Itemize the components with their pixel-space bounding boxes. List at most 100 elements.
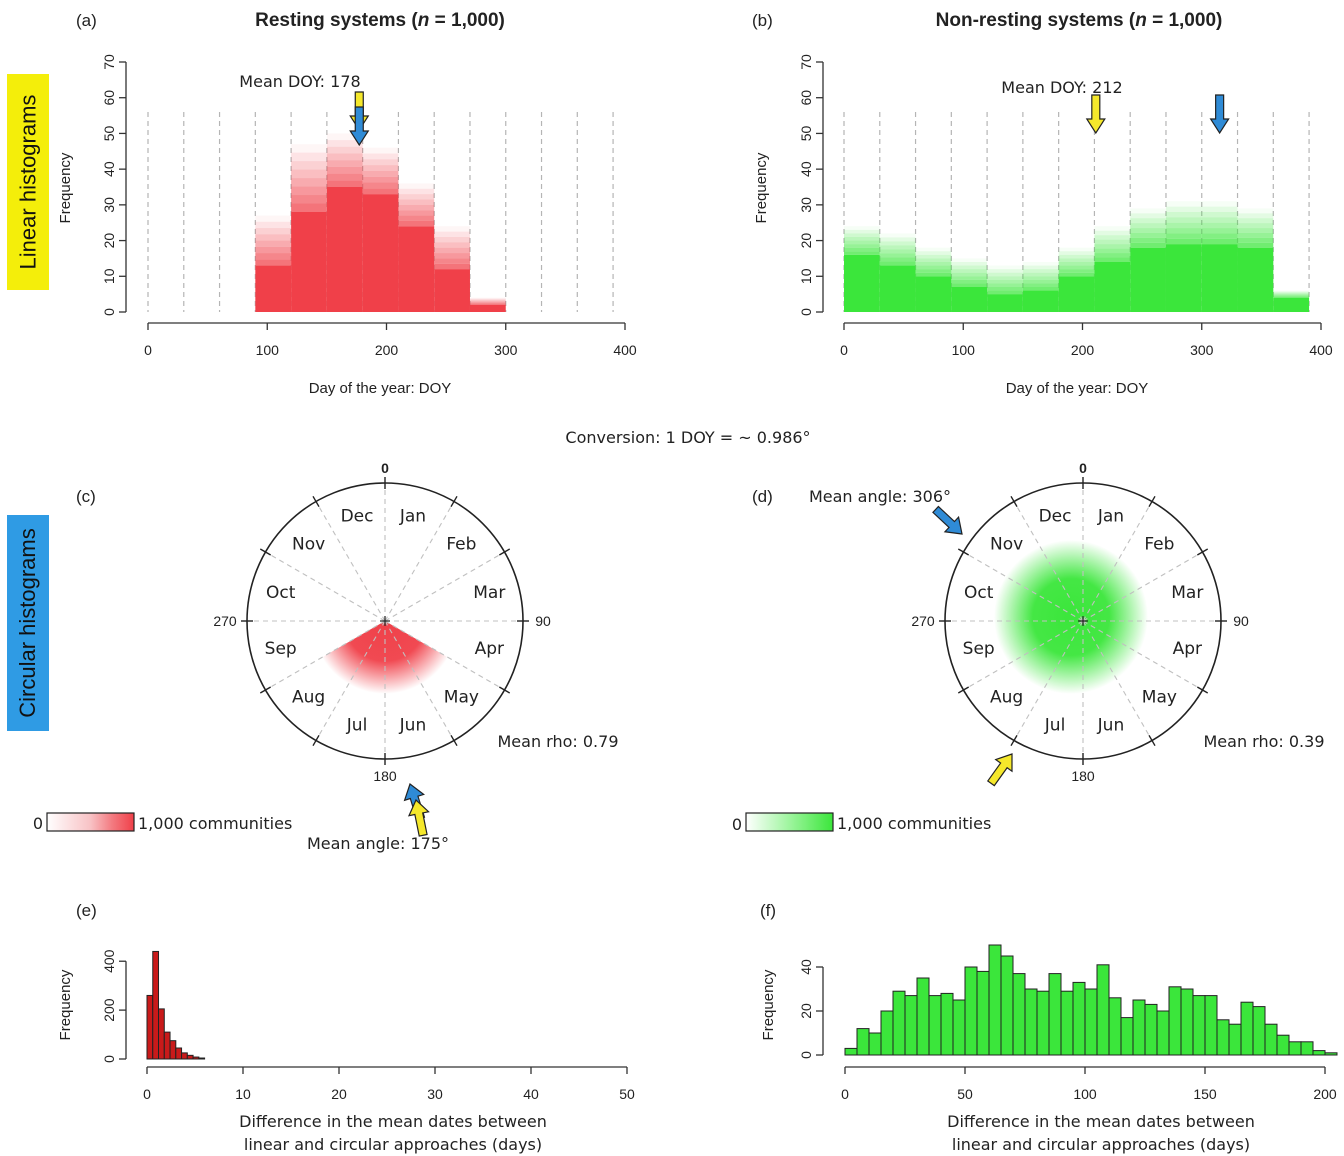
panel-a-y-tick-label-50: 50 xyxy=(101,125,117,141)
panel-b-bar-12-core xyxy=(1273,297,1310,312)
panel-a-bar-6-fade-6 xyxy=(469,298,506,300)
panel-a-bar-2-fade-6 xyxy=(326,140,363,147)
panel-d-radial-7 xyxy=(1013,620,1084,741)
panel-b-bar-2 xyxy=(915,247,952,312)
panel-e-x-tick-label-50: 50 xyxy=(619,1086,635,1102)
panel-a-bar-1 xyxy=(291,144,327,312)
panel-a-bar-1-fade-6 xyxy=(291,152,327,162)
panel-f-bar-24 xyxy=(1132,999,1146,1056)
panel-f-bar-5 xyxy=(904,995,918,1056)
panel-b-bar-12 xyxy=(1273,290,1310,312)
panel-c-tick-1 xyxy=(450,495,458,508)
panel-b-bar-11-fade-5 xyxy=(1237,218,1274,224)
panel-b-bar-4-fade-6 xyxy=(987,269,1023,273)
panel-b-bar-3-fade-6 xyxy=(951,262,988,266)
panel-b: (b) Non-resting systems (n = 1,000) 0 10 2… xyxy=(752,10,1333,397)
panel-b-bar-3-fade-1 xyxy=(951,279,988,284)
panel-b-bar-7-fade-3 xyxy=(1094,244,1131,249)
panel-c-angle-90: 90 xyxy=(535,613,551,629)
panel-b-bar-11-fade-7 xyxy=(1237,208,1274,214)
panel-a-y-tick-label-30: 30 xyxy=(101,197,117,213)
panel-b-ylabel: Frequency xyxy=(753,152,770,223)
panel-c-month-Jul: Jul xyxy=(346,715,368,735)
panel-b-bar-10-fade-0 xyxy=(1201,238,1238,245)
panel-b-bar-11-fade-1 xyxy=(1237,237,1274,243)
panel-b-bar-3-fade-3 xyxy=(951,272,988,277)
panel-a-bar-5-fade-3 xyxy=(434,247,470,254)
panel-b-bar-3-core xyxy=(951,287,988,312)
panel-b-bar-4-fade-3 xyxy=(987,279,1023,284)
panel-a-bar-3-core xyxy=(362,194,399,312)
panel-a-title-rest: = 1,000) xyxy=(429,10,505,31)
panel-b-bar-9-fade-5 xyxy=(1165,212,1202,218)
panel-a-bar-2-fade-7 xyxy=(326,133,363,141)
panel-d-circular-mean-arrow-shape xyxy=(932,505,963,535)
panel-f-bar-22 xyxy=(1108,997,1122,1056)
panel-b-bar-6-fade-0 xyxy=(1058,272,1095,277)
panel-b-bar-2-fade-6 xyxy=(915,251,952,255)
panel-b-bar-9-fade-7 xyxy=(1165,201,1202,207)
panel-f: (f) 0 20 40 0 50 100 150 200 Frequency Differen… xyxy=(760,901,1338,1154)
panel-a-bar-4-fade-5 xyxy=(398,194,435,200)
panel-b-bar-8-fade-3 xyxy=(1130,228,1166,233)
panel-f-bar-18 xyxy=(1060,990,1074,1056)
panel-b-bar-4-fade-2 xyxy=(987,283,1023,287)
panel-b-circular-mean-arrow xyxy=(1209,94,1230,135)
panel-a-y-tick-label-40: 40 xyxy=(101,161,117,177)
panel-f-bar-13 xyxy=(1000,955,1014,1056)
panel-b-y-tick-label-20: 20 xyxy=(798,233,814,249)
panel-b-title-open: ( xyxy=(1129,10,1136,31)
panel-a-bar-2-fade-5 xyxy=(326,146,363,154)
panel-a-bar-2-fade-4 xyxy=(326,153,363,161)
panel-b-bar-1-fade-1 xyxy=(879,257,916,262)
panel-b-bar-7-fade-7 xyxy=(1094,226,1131,231)
panel-a-bar-4 xyxy=(398,183,435,312)
panel-f-xlabel-line2: linear and circular approaches (days) xyxy=(952,1135,1250,1154)
panel-f-bar-1 xyxy=(856,1028,870,1056)
panel-a-bar-4-fade-2 xyxy=(398,210,435,216)
panel-b-bar-5-fade-0 xyxy=(1022,287,1059,291)
panel-a-bar-2-fade-1 xyxy=(326,173,363,181)
panel-a-bar-1-core xyxy=(291,212,327,312)
panel-b-bar-11-fade-4 xyxy=(1237,223,1274,229)
panel-b-bar-3-fade-0 xyxy=(951,283,988,287)
panel-b-bar-5-fade-2 xyxy=(1022,279,1059,284)
panel-d-linear-mean-arrow xyxy=(986,753,1013,787)
panel-b-bar-12-fade-5 xyxy=(1273,292,1310,294)
panel-a-title-open: ( xyxy=(411,10,418,31)
panel-f-bar-31 xyxy=(1216,1019,1230,1056)
panel-b-x-tick-label-0: 0 xyxy=(840,342,848,358)
panel-c-tick-4 xyxy=(498,686,511,694)
panel-f-bar-29 xyxy=(1192,995,1206,1056)
panel-a-bar-3-fade-3 xyxy=(362,170,399,177)
panel-b-bar-5-fade-7 xyxy=(1022,262,1059,266)
panel-b-bar-8-fade-4 xyxy=(1130,223,1166,229)
panel-a-bar-5-fade-4 xyxy=(434,242,470,248)
panel-c-month-May: May xyxy=(444,687,479,707)
panel-d-tick-11 xyxy=(1010,495,1018,508)
panel-b-y-tick-label-40: 40 xyxy=(798,161,814,177)
panel-d-radial-10 xyxy=(963,551,1084,622)
panel-c-arrows xyxy=(403,783,430,837)
panel-a-bar-3-fade-2 xyxy=(362,176,399,183)
panel-f-bar-17 xyxy=(1048,973,1062,1056)
panel-f-bar-32 xyxy=(1228,1023,1242,1056)
panel-b-bar-8-fade-7 xyxy=(1130,208,1166,214)
panel-b-bar-12-fade-3 xyxy=(1273,294,1310,296)
panel-a-bars xyxy=(255,133,506,312)
panel-b-bar-6-fade-4 xyxy=(1058,258,1095,262)
panel-c-month-Mar: Mar xyxy=(473,583,505,603)
panel-b-bar-11-fade-2 xyxy=(1237,232,1274,238)
panel-b-bar-1 xyxy=(879,233,916,312)
panel-f-bar-15 xyxy=(1024,988,1038,1056)
panel-d-legend-bar xyxy=(745,812,834,832)
panel-d-tick-7 xyxy=(1010,734,1018,747)
panel-b-bar-2-fade-1 xyxy=(915,269,952,273)
panel-b-bar-1-fade-4 xyxy=(879,245,916,250)
panel-f-bar-10 xyxy=(964,966,978,1056)
panel-f-bar-20 xyxy=(1084,988,1098,1056)
panel-b-bar-5-fade-1 xyxy=(1022,283,1059,287)
panel-b-bar-12-fade-4 xyxy=(1273,293,1310,295)
panel-a-bar-0-fade-5 xyxy=(255,228,292,235)
